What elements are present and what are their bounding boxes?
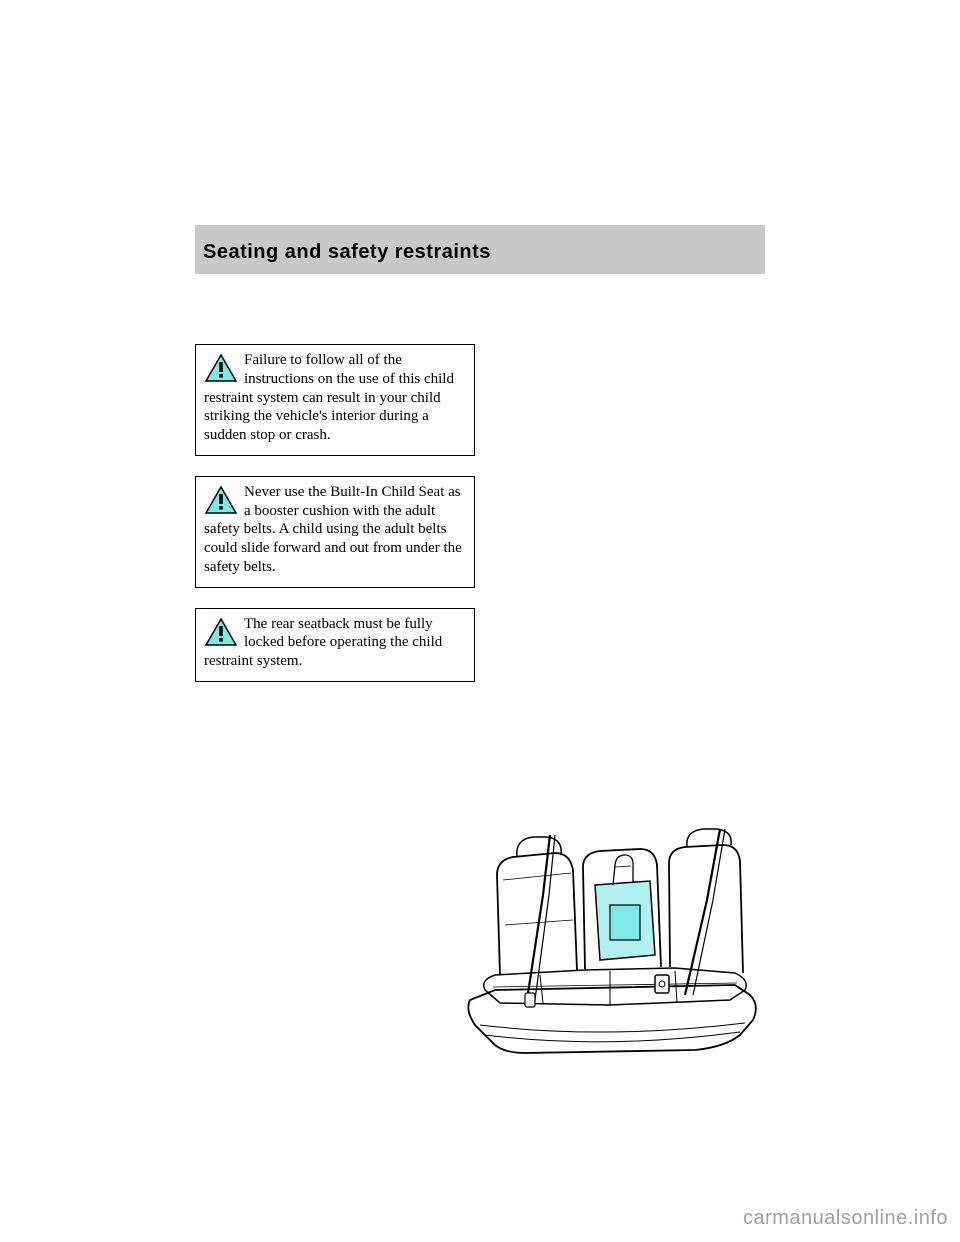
warning-box-1: Failure to follow all of the instruction… (195, 344, 475, 456)
warning-icon (204, 485, 238, 515)
warning-text-3: The rear seatback must be fully locked b… (204, 615, 466, 671)
section-header: Seating and safety restraints (195, 225, 765, 274)
section-title: Seating and safety restraints (203, 241, 757, 264)
warning-box-3: The rear seatback must be fully locked b… (195, 608, 475, 682)
warning-icon (204, 353, 238, 383)
warning-box-2: Never use the Built-In Child Seat as a b… (195, 476, 475, 588)
seat-illustration (455, 825, 765, 1075)
warning-icon (204, 617, 238, 647)
warning-text-1: Failure to follow all of the instruction… (204, 351, 466, 445)
watermark: carmanualsonline.info (743, 1207, 948, 1230)
warning-text-2: Never use the Built-In Child Seat as a b… (204, 483, 466, 577)
